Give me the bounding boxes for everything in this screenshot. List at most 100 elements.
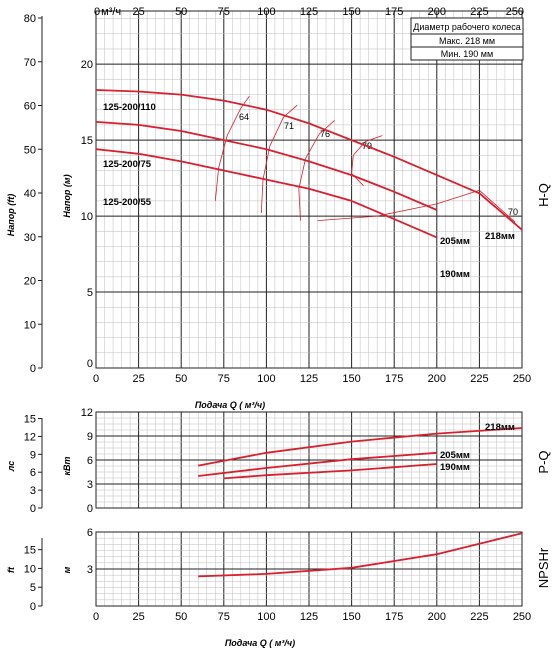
- hq-frame: [95, 10, 523, 369]
- hq-x-tick-label: 0: [93, 373, 99, 385]
- hq-ft-tick-label: 20: [24, 276, 36, 288]
- hq-m-tick-label: 5: [87, 287, 93, 299]
- hq-ft-tick-label: 30: [24, 232, 36, 244]
- hq-x-tick-label: 75: [218, 373, 230, 385]
- hq-ft-tick-label: 60: [24, 101, 36, 113]
- pq-hp-tick-label: 12: [24, 431, 36, 443]
- hq-top-tick-label: 75: [218, 6, 230, 18]
- pq-hp-tick-label: 3: [30, 485, 36, 497]
- npsh-xlabel: Подача Q ( м³/ч): [225, 638, 295, 648]
- model-label: 125-200/55: [103, 197, 152, 208]
- npsh-x-tick-label: 25: [132, 611, 144, 623]
- hq-m-tick-label: 0: [87, 358, 93, 370]
- npsh-ft-tick-label: 10: [24, 563, 36, 575]
- npsh-x-tick-label: 250: [513, 611, 531, 623]
- hq-top-tick-label: 250: [506, 6, 524, 18]
- hq-x-tick-label: 100: [257, 373, 275, 385]
- pq-kw-tick-label: 9: [87, 431, 93, 443]
- hq-ylabel-right: Напор (м): [62, 174, 72, 217]
- hq-curve-label-190: 190мм: [440, 269, 470, 280]
- hq-x-tick-label: 200: [428, 373, 446, 385]
- diameter-legend-box: [410, 17, 524, 61]
- hq-curve-190мм: [95, 148, 438, 239]
- pq-grid: [95, 411, 523, 509]
- pq-kw-tick-label: 12: [81, 407, 93, 419]
- hq-ft-tick-label: 10: [24, 319, 36, 331]
- hq-ft-tick-label: 0: [30, 363, 36, 375]
- hq-m-tick-label: 20: [81, 59, 93, 71]
- pq-curve-label-205: 205мм: [440, 450, 470, 461]
- hq-side-label: H-Q: [536, 183, 551, 207]
- hq-x-tick-label: 150: [342, 373, 360, 385]
- hq-ft-tick-label: 50: [24, 144, 36, 156]
- hq-curve-label-218: 218мм: [485, 231, 515, 242]
- npsh-x-tick-label: 150: [342, 611, 360, 623]
- hq-top-tick-label: 50: [175, 6, 187, 18]
- hq-x-tick-label: 25: [132, 373, 144, 385]
- efficiency-label: 70: [508, 207, 518, 217]
- hq-curve-205мм: [95, 121, 438, 211]
- npsh-x-tick-label: 75: [218, 611, 230, 623]
- hq-ft-tick-label: 70: [24, 57, 36, 69]
- diameter-legend-min: Мин. 190 мм: [441, 49, 493, 59]
- npsh-ylabel-left: ft: [6, 566, 16, 573]
- npsh-side-label: NPSHr: [536, 547, 551, 588]
- diameter-legend: [410, 17, 524, 61]
- npsh-ft-tick-label: 0: [30, 601, 36, 613]
- npsh-grid: [95, 531, 523, 607]
- hq-grid: [95, 10, 523, 369]
- npsh-x-tick-label: 50: [175, 611, 187, 623]
- model-label: 125-200/110: [103, 102, 156, 113]
- pq-side-label: P-Q: [536, 450, 551, 473]
- hq-top-tick-label: 225: [470, 6, 488, 18]
- pq-hp-tick-label: 0: [30, 503, 36, 515]
- npsh-m-tick-label: 3: [87, 564, 93, 576]
- hq-ft-tick-label: 40: [24, 188, 36, 200]
- diameter-legend-title: Диаметр рабочего колеса: [413, 22, 521, 32]
- npsh-ft-tick-label: 5: [30, 582, 36, 594]
- hq-top-tick-label: 100: [257, 6, 275, 18]
- hq-curve-label-205: 205мм: [440, 236, 470, 247]
- npsh-frame: [95, 531, 523, 607]
- model-label: 125-200/75: [103, 159, 152, 170]
- npsh-ft-tick-label: 15: [24, 545, 36, 557]
- npsh-x-tick-label: 100: [257, 611, 275, 623]
- npsh-ylabel-right: м: [62, 566, 72, 573]
- hq-curve-218мм: [95, 89, 523, 231]
- npsh-x-tick-label: 0: [93, 611, 99, 623]
- hq-m-tick-label: 15: [81, 135, 93, 147]
- efficiency-curve-71: [260, 104, 298, 214]
- pq-curve-label-218: 218мм: [485, 422, 515, 433]
- hq-top-tick-label: 175: [385, 6, 403, 18]
- npsh-m-tick-label: 6: [87, 527, 93, 539]
- diameter-legend-max: Макс. 218 мм: [439, 36, 495, 46]
- pq-kw-tick-label: 3: [87, 479, 93, 491]
- efficiency-label: 71: [284, 121, 294, 131]
- npsh-x-tick-label: 225: [470, 611, 488, 623]
- hq-ylabel-left: Напор (ft): [6, 194, 16, 237]
- hq-x-tick-label: 175: [385, 373, 403, 385]
- hq-top-tick-label: 200: [428, 6, 446, 18]
- hq-xlabel: Подача Q ( м³/ч): [195, 400, 265, 410]
- pq-curve-190мм: [223, 463, 437, 480]
- hq-x-tick-label: 250: [513, 373, 531, 385]
- efficiency-label: 76: [320, 129, 330, 139]
- hq-top-unit: 0м³/ч: [94, 6, 121, 18]
- pq-curve-205мм: [198, 451, 437, 477]
- pq-hp-tick-label: 9: [30, 449, 36, 461]
- hq-top-tick-label: 125: [300, 6, 318, 18]
- pq-hp-tick-label: 15: [24, 414, 36, 426]
- efficiency-label: 64: [239, 112, 249, 122]
- hq-m-tick-label: 10: [81, 211, 93, 223]
- npsh-curve: [198, 532, 523, 578]
- pq-ylabel-left: лс: [6, 461, 16, 473]
- hq-x-tick-label: 225: [470, 373, 488, 385]
- npsh-x-tick-label: 125: [300, 611, 318, 623]
- pq-curve-label-190: 190мм: [440, 462, 470, 473]
- pq-hp-tick-label: 6: [30, 467, 36, 479]
- hq-top-tick-label: 25: [132, 6, 144, 18]
- npsh-x-tick-label: 200: [428, 611, 446, 623]
- hq-ft-tick-label: 80: [24, 13, 36, 25]
- pq-ylabel-right: кВт: [62, 456, 72, 475]
